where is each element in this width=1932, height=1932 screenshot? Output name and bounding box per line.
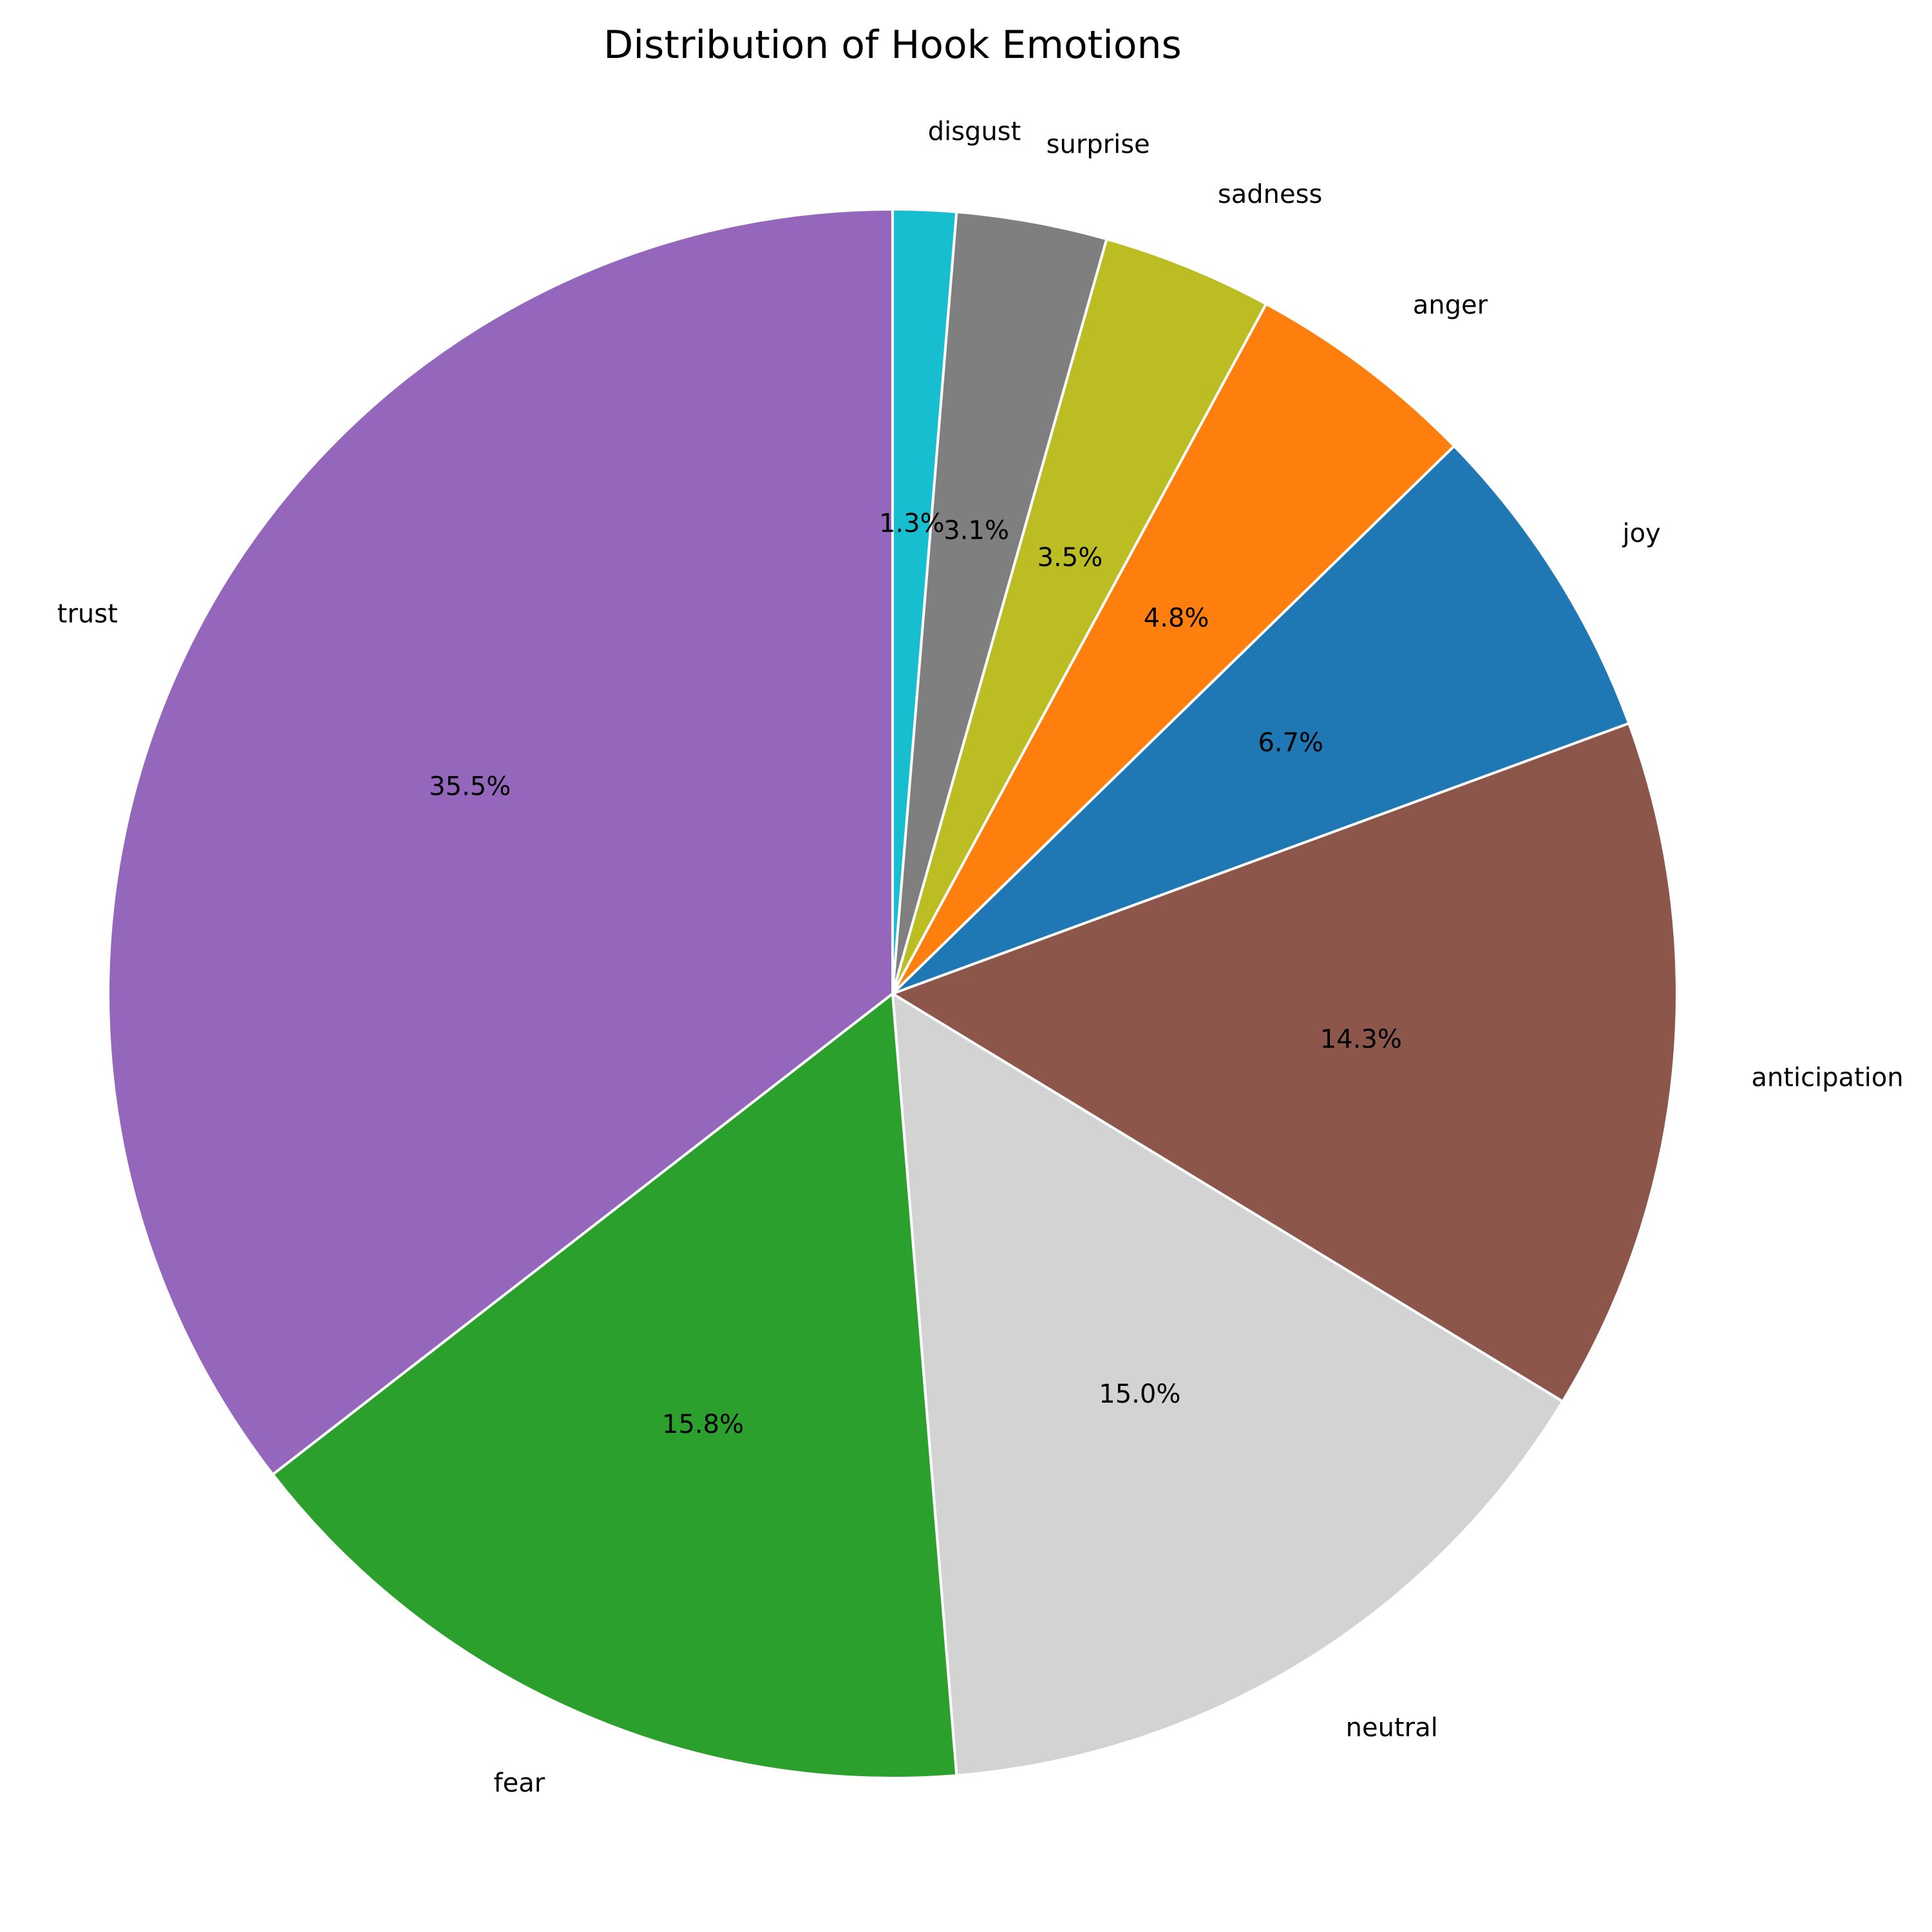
pie-slice-trust <box>107 208 894 1476</box>
percent-label-sadness: 3.5% <box>1037 543 1103 573</box>
slice-label-fear: fear <box>494 1768 545 1798</box>
percent-label-trust: 35.5% <box>429 772 511 801</box>
pie-slice-sadness <box>891 238 1268 995</box>
slice-label-surprise: surprise <box>1046 130 1150 160</box>
pie-slice-neutral <box>891 992 1564 1777</box>
slice-label-disgust: disgust <box>928 117 1021 146</box>
pie-slice-surprise <box>891 211 1108 995</box>
percent-label-anger: 4.8% <box>1144 603 1209 633</box>
slice-label-joy: joy <box>1622 519 1660 549</box>
slice-label-neutral: neutral <box>1346 1713 1438 1743</box>
slice-label-trust: trust <box>57 600 118 629</box>
slice-labels: disgust surprise sadness anger joy anticipati… <box>57 117 1904 1798</box>
percent-label-disgust: 1.3% <box>879 509 945 538</box>
chart-title: Distribution of Hook Emotions <box>603 23 1182 68</box>
pie-slice-fear <box>271 992 958 1779</box>
pie-slices <box>107 208 1678 1779</box>
percent-labels: 1.3%3.1% 3.5% 4.8% 6.7% 14.3% 15.0% 15.8% 35.5% <box>429 509 1402 1439</box>
percent-label-surprise: 3.1% <box>943 516 1009 545</box>
pie-slice-joy <box>891 444 1631 995</box>
percent-label-neutral: 15.0% <box>1099 1379 1180 1409</box>
percent-label-fear: 15.8% <box>662 1410 744 1439</box>
pie-slice-anger <box>891 302 1456 995</box>
percent-label-anticipation: 14.3% <box>1320 1025 1402 1054</box>
percent-label-joy: 6.7% <box>1258 728 1323 757</box>
slice-label-sadness: sadness <box>1218 180 1322 209</box>
slice-label-anger: anger <box>1413 290 1488 320</box>
pie-slice-anticipation <box>891 722 1678 1403</box>
slice-label-anticipation: anticipation <box>1751 1063 1903 1092</box>
